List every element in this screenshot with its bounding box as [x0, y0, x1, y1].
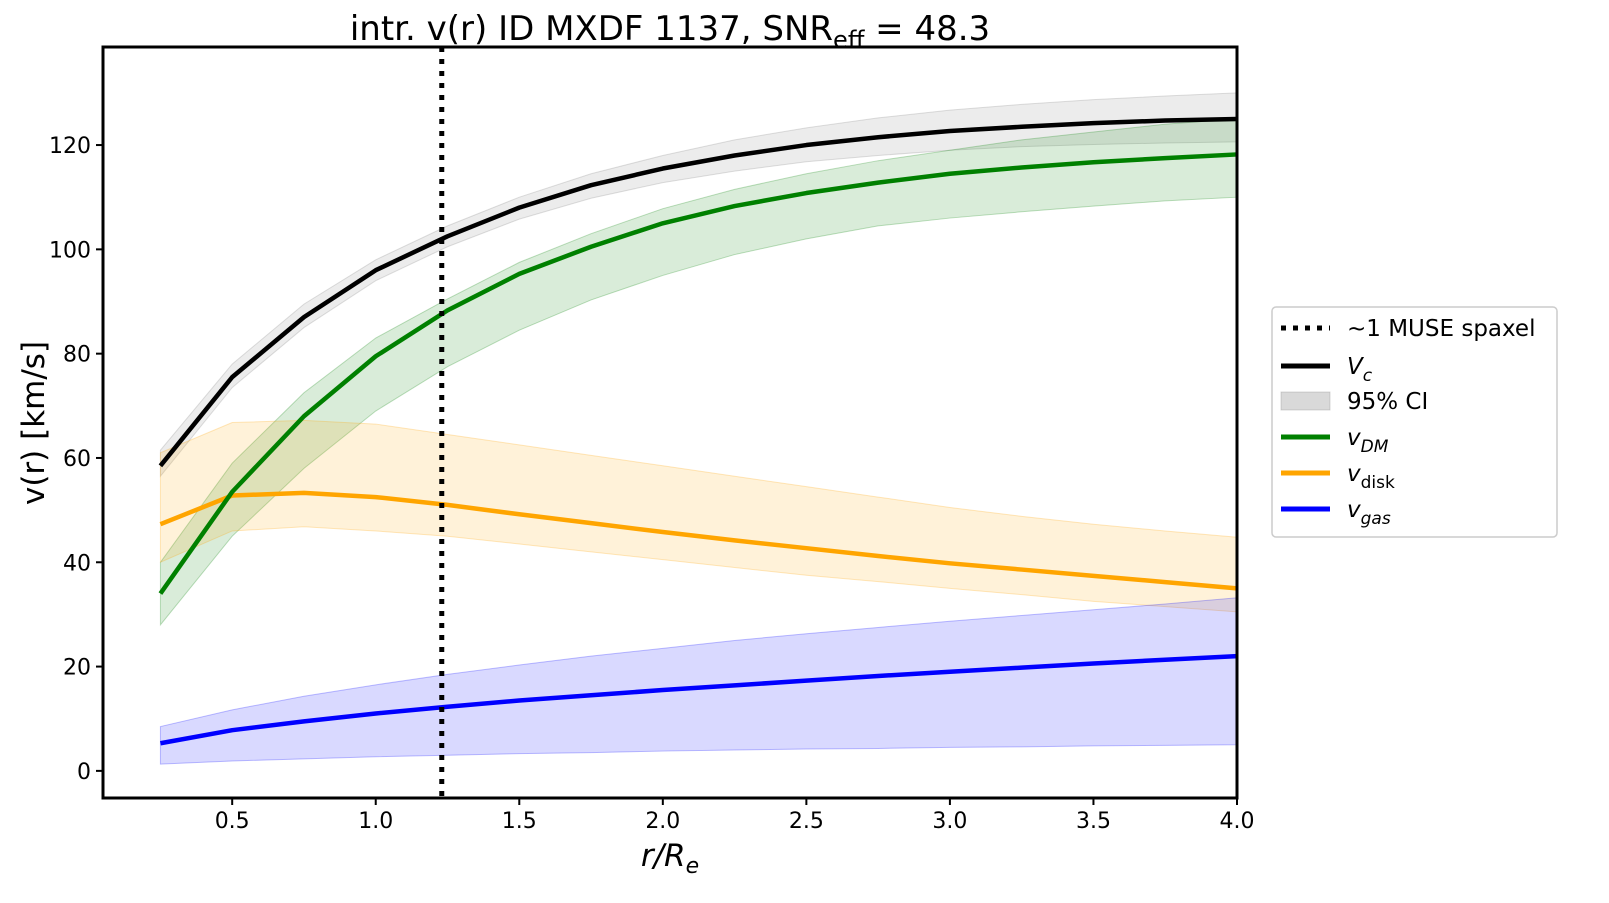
- y-tick-label: 0: [77, 760, 91, 785]
- x-tick-label: 2.5: [789, 809, 824, 834]
- legend: ~1 MUSE spaxel Vc 95% CI vDM vdisk vgas: [1271, 306, 1558, 538]
- ci-band-disk: [159, 419, 1238, 613]
- y-tick-label: 120: [49, 134, 91, 159]
- line-dm: [158, 152, 1238, 595]
- chart-title: intr. v(r) ID MXDF 1137, SNReff = 48.3: [350, 9, 990, 54]
- plot-frame: [101, 45, 1239, 800]
- y-tick-label: 100: [49, 238, 91, 263]
- line-disk: [159, 490, 1238, 591]
- legend-ci-label: 95% CI: [1347, 389, 1428, 415]
- x-tick-label: 3.5: [1076, 809, 1111, 834]
- y-axis-label: v(r) [km/s]: [16, 341, 52, 505]
- legend-disk-label: vdisk: [1347, 461, 1395, 493]
- legend-vc-label: Vc: [1347, 354, 1373, 386]
- y-tick-label: 60: [63, 447, 91, 472]
- line-gas: [160, 653, 1238, 746]
- x-tick-label: 2.0: [645, 809, 680, 834]
- legend-spaxel-label: ~1 MUSE spaxel: [1347, 316, 1535, 342]
- x-ticks: 0.5 1.0 1.5 2.0 2.5 3.0 3.5 4.0: [215, 798, 1255, 834]
- y-tick-label: 20: [63, 656, 91, 681]
- legend-frame: [1271, 306, 1558, 538]
- x-tick-label: 3.0: [932, 809, 967, 834]
- line-c: [158, 116, 1238, 468]
- y-ticks: 0 20 40 60 80 100 120: [49, 134, 103, 785]
- x-tick-label: 4.0: [1220, 809, 1255, 834]
- x-tick-label: 0.5: [215, 809, 250, 834]
- x-tick-label: 1.5: [502, 809, 537, 834]
- y-tick-label: 40: [63, 551, 91, 576]
- x-tick-label: 1.0: [358, 809, 393, 834]
- x-axis-label: r/Re: [641, 838, 699, 879]
- ci-band-gas: [159, 597, 1238, 765]
- legend-dm-label: vDM: [1347, 425, 1389, 457]
- y-tick-label: 80: [63, 343, 91, 368]
- legend-gas-label: vgas: [1347, 497, 1391, 529]
- series-lines: [158, 116, 1238, 746]
- legend-ci-swatch: [1280, 391, 1331, 411]
